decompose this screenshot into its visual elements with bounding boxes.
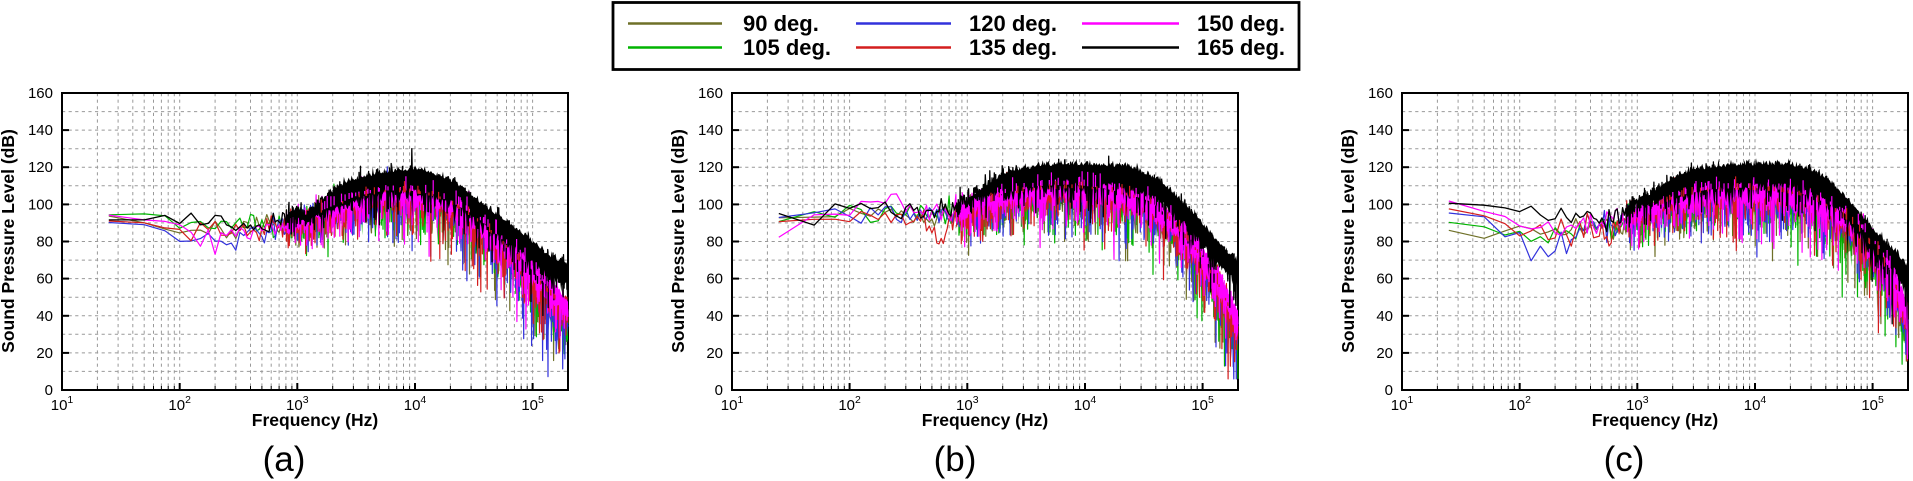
svg-text:120: 120 — [698, 159, 723, 176]
svg-text:135 deg.: 135 deg. — [969, 35, 1057, 60]
svg-text:120: 120 — [28, 159, 53, 176]
svg-text:20: 20 — [706, 345, 723, 362]
svg-text:104: 104 — [1744, 394, 1767, 414]
svg-text:105: 105 — [1861, 394, 1884, 414]
svg-text:105: 105 — [521, 394, 544, 414]
svg-text:Sound Pressure Level (dB): Sound Pressure Level (dB) — [1338, 129, 1358, 353]
svg-text:160: 160 — [1368, 85, 1393, 102]
svg-text:Sound Pressure Level (dB): Sound Pressure Level (dB) — [0, 129, 18, 353]
svg-text:102: 102 — [1508, 394, 1531, 414]
svg-text:60: 60 — [36, 271, 53, 288]
svg-text:(b): (b) — [934, 440, 977, 479]
svg-text:20: 20 — [1376, 345, 1393, 362]
svg-text:104: 104 — [1074, 394, 1097, 414]
svg-text:160: 160 — [28, 85, 53, 102]
svg-text:80: 80 — [36, 234, 53, 251]
svg-text:0: 0 — [45, 382, 53, 399]
svg-text:90 deg.: 90 deg. — [743, 11, 819, 36]
svg-text:Sound Pressure Level (dB): Sound Pressure Level (dB) — [668, 129, 688, 353]
svg-text:Frequency (Hz): Frequency (Hz) — [1592, 410, 1718, 430]
svg-text:120: 120 — [1368, 159, 1393, 176]
svg-text:80: 80 — [1376, 234, 1393, 251]
svg-text:105: 105 — [1191, 394, 1214, 414]
svg-text:140: 140 — [698, 122, 723, 139]
svg-text:101: 101 — [721, 394, 744, 414]
svg-text:60: 60 — [1376, 271, 1393, 288]
svg-text:Frequency (Hz): Frequency (Hz) — [252, 410, 378, 430]
svg-text:102: 102 — [168, 394, 191, 414]
svg-text:40: 40 — [1376, 308, 1393, 325]
svg-text:Frequency (Hz): Frequency (Hz) — [922, 410, 1048, 430]
svg-text:160: 160 — [698, 85, 723, 102]
svg-text:120 deg.: 120 deg. — [969, 11, 1057, 36]
svg-text:150 deg.: 150 deg. — [1197, 11, 1285, 36]
svg-text:102: 102 — [838, 394, 861, 414]
svg-text:60: 60 — [706, 271, 723, 288]
svg-text:0: 0 — [1385, 382, 1393, 399]
svg-text:105 deg.: 105 deg. — [743, 35, 831, 60]
svg-text:100: 100 — [698, 196, 723, 213]
svg-text:20: 20 — [36, 345, 53, 362]
svg-text:100: 100 — [1368, 196, 1393, 213]
svg-text:0: 0 — [715, 382, 723, 399]
svg-text:104: 104 — [404, 394, 427, 414]
svg-text:100: 100 — [28, 196, 53, 213]
svg-text:101: 101 — [1391, 394, 1414, 414]
svg-text:40: 40 — [36, 308, 53, 325]
svg-text:140: 140 — [28, 122, 53, 139]
svg-text:(a): (a) — [263, 440, 306, 479]
svg-text:101: 101 — [51, 394, 74, 414]
svg-text:140: 140 — [1368, 122, 1393, 139]
svg-text:80: 80 — [706, 234, 723, 251]
svg-text:(c): (c) — [1604, 440, 1645, 479]
svg-text:165 deg.: 165 deg. — [1197, 35, 1285, 60]
svg-text:40: 40 — [706, 308, 723, 325]
